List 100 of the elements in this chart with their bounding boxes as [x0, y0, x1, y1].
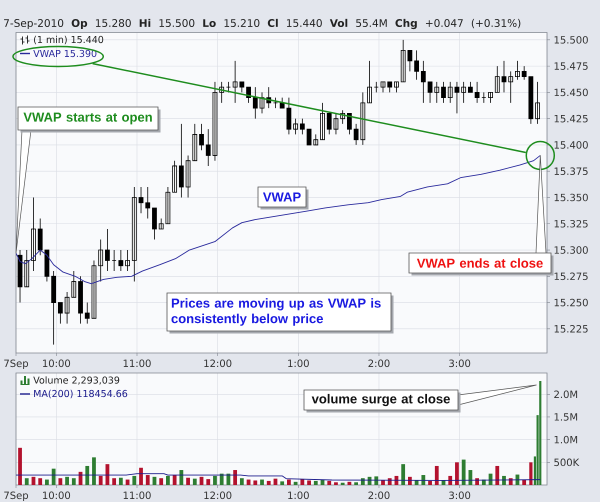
- bar: [240, 478, 244, 485]
- bar: [226, 474, 230, 485]
- x-tick-label: 7Sep: [4, 360, 28, 370]
- bar: [468, 470, 472, 485]
- bar: [287, 480, 291, 485]
- bar: [146, 475, 150, 485]
- bar: [253, 480, 258, 485]
- y-tick-label: 15.300: [554, 246, 588, 254]
- candlestick: [199, 124, 204, 151]
- y-tick-label: 15.250: [554, 298, 588, 306]
- bar: [45, 480, 49, 485]
- line-series: [16, 473, 541, 481]
- bar: [152, 476, 156, 485]
- annotation: VWAP ends at close: [416, 258, 543, 268]
- bar: [488, 474, 492, 485]
- x-tick-label: 2:00: [368, 492, 390, 500]
- candlestick: [380, 81, 386, 93]
- y-tick-label: 2.0M: [554, 390, 578, 398]
- candlestick: [300, 118, 305, 135]
- x-tick-label: 1:00: [288, 360, 309, 368]
- bar: [38, 478, 42, 485]
- bar: [529, 462, 532, 485]
- annotation: volume surge at close: [312, 394, 450, 406]
- candlestick: [273, 97, 278, 109]
- bar: [314, 480, 318, 485]
- x-tick-label: 12:00: [204, 360, 232, 368]
- bar: [347, 482, 352, 485]
- candlestick: [313, 134, 318, 146]
- x-tick-label: 1:00: [288, 492, 309, 500]
- bar: [24, 478, 29, 485]
- bar: [462, 460, 466, 485]
- candlestick: [306, 128, 312, 146]
- x-tick-label: 11:00: [124, 492, 151, 500]
- legend-label: MA(200) 118454.66: [34, 390, 128, 398]
- x-tick-label: 2:00: [368, 360, 390, 368]
- legend-label: (1 min) 15.440: [34, 36, 104, 44]
- annotation: Prices are moving up as VWAP is consistently below price: [172, 298, 381, 326]
- candlestick: [394, 81, 399, 93]
- bar: [294, 482, 298, 485]
- candlestick: [92, 260, 96, 319]
- bar: [266, 480, 271, 485]
- bar: [354, 482, 358, 485]
- x-tick-label: 3:00: [449, 492, 470, 500]
- bar: [52, 468, 56, 485]
- bar: [381, 480, 385, 485]
- candlestick: [98, 239, 104, 282]
- bar: [98, 476, 103, 485]
- candlestick: [387, 81, 392, 93]
- y-tick-label: 15.225: [554, 325, 588, 333]
- candlestick: [515, 60, 520, 80]
- candlestick: [508, 70, 514, 104]
- candlestick: [152, 208, 157, 240]
- x-tick-label: 11:00: [124, 360, 151, 368]
- candlestick: [454, 81, 460, 114]
- bar: [213, 476, 217, 485]
- y-tick-label: 15.500: [554, 36, 588, 44]
- candlestick: [239, 81, 244, 93]
- annotation: VWAP starts at open: [23, 112, 152, 124]
- candlestick: [522, 66, 527, 80]
- bar: [246, 480, 250, 485]
- candlestick: [226, 81, 231, 93]
- bar: [233, 470, 238, 485]
- candlestick: [461, 81, 466, 104]
- candlestick: [367, 60, 372, 104]
- bar: [274, 478, 278, 485]
- candlestick: [145, 186, 150, 219]
- y-tick-label: 15.450: [554, 88, 588, 96]
- candlestick: [78, 276, 83, 324]
- legend-label: Volume 2,293,039: [33, 376, 120, 385]
- x-tick-label: 7Sep: [4, 492, 28, 502]
- y-tick-label: 1.0M: [554, 436, 578, 444]
- bar: [334, 482, 338, 485]
- bar: [455, 462, 459, 485]
- bar: [126, 480, 130, 485]
- bar: [112, 478, 116, 485]
- x-tick-label: 12:00: [204, 492, 232, 500]
- bar: [260, 480, 264, 485]
- annotation: VWAP: [262, 192, 301, 202]
- bar: [72, 478, 76, 485]
- bar: [307, 480, 311, 485]
- candlestick: [158, 218, 164, 230]
- bar: [428, 480, 432, 485]
- bar: [58, 478, 62, 485]
- candlestick: [481, 92, 486, 104]
- x-tick-label: 10:00: [43, 492, 70, 500]
- bar: [200, 476, 204, 485]
- bar: [159, 478, 164, 485]
- bar: [206, 479, 210, 485]
- candlestick: [206, 128, 211, 166]
- candlestick: [428, 81, 432, 104]
- bar: [132, 476, 136, 485]
- candlestick: [320, 102, 325, 140]
- candlestick: [334, 113, 338, 135]
- bar: [166, 476, 170, 485]
- y-tick-label: 15.375: [554, 167, 588, 175]
- candlestick: [84, 302, 90, 324]
- y-tick-label: 15.475: [554, 62, 588, 70]
- bar: [394, 476, 398, 485]
- bar: [179, 470, 184, 485]
- candlestick: [112, 250, 117, 272]
